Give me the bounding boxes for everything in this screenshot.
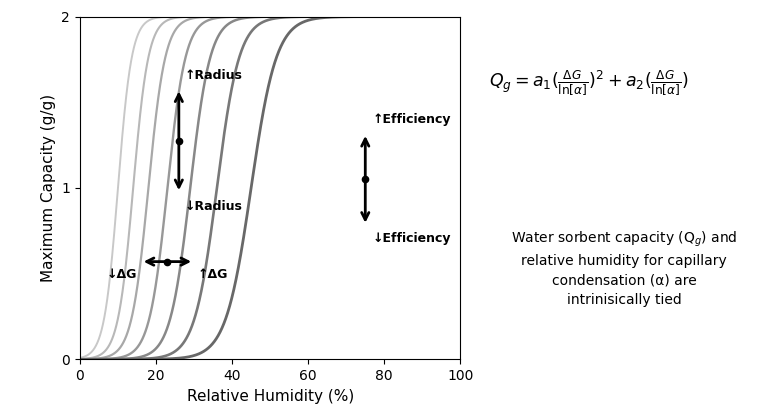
Y-axis label: Maximum Capacity (g/g): Maximum Capacity (g/g) <box>41 94 56 282</box>
Text: ↓Radius: ↓Radius <box>185 200 243 213</box>
Text: ↑Efficiency: ↑Efficiency <box>373 113 451 126</box>
Text: ↓ΔG: ↓ΔG <box>107 268 137 282</box>
Text: $Q_g = a_1(\frac{\Delta G}{\ln[\alpha]})^2 + a_2(\frac{\Delta G}{\ln[\alpha]})$: $Q_g = a_1(\frac{\Delta G}{\ln[\alpha]})… <box>489 69 689 97</box>
Text: ↓Efficiency: ↓Efficiency <box>373 233 451 245</box>
Text: ↑ΔG: ↑ΔG <box>198 268 228 282</box>
Text: ↑Radius: ↑Radius <box>185 69 243 82</box>
X-axis label: Relative Humidity (%): Relative Humidity (%) <box>186 389 354 404</box>
Text: Water sorbent capacity (Q$_g$) and
relative humidity for capillary
condensation : Water sorbent capacity (Q$_g$) and relat… <box>511 230 737 307</box>
